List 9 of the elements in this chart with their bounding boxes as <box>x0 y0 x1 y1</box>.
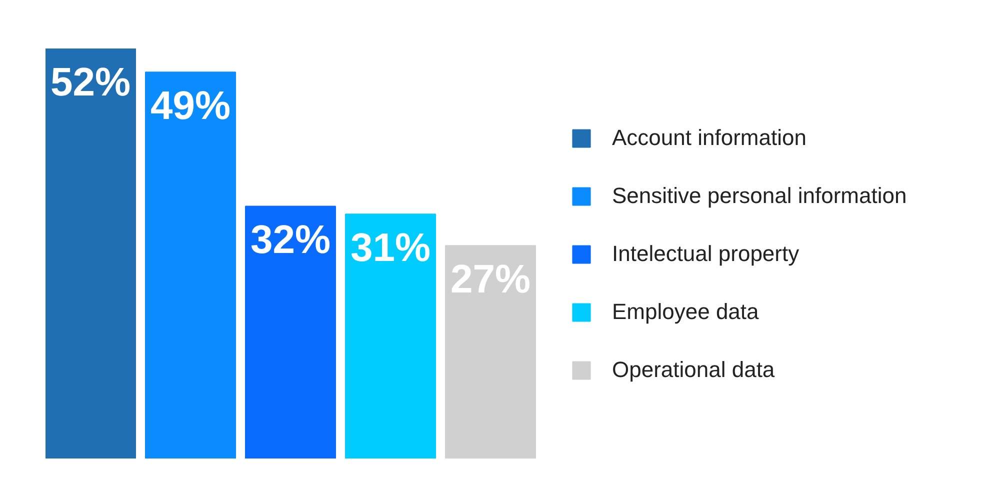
legend-label: Employee data <box>612 299 759 325</box>
data-label: 32% <box>250 218 331 262</box>
legend-label: Operational data <box>612 357 775 383</box>
data-label: 49% <box>150 84 231 128</box>
data-label: 31% <box>350 226 431 270</box>
data-label: 52% <box>50 60 131 104</box>
legend-label: Sensitive personal information <box>612 183 907 209</box>
legend-label: Intelectual property <box>612 241 800 267</box>
legend-label: Account information <box>612 125 806 151</box>
